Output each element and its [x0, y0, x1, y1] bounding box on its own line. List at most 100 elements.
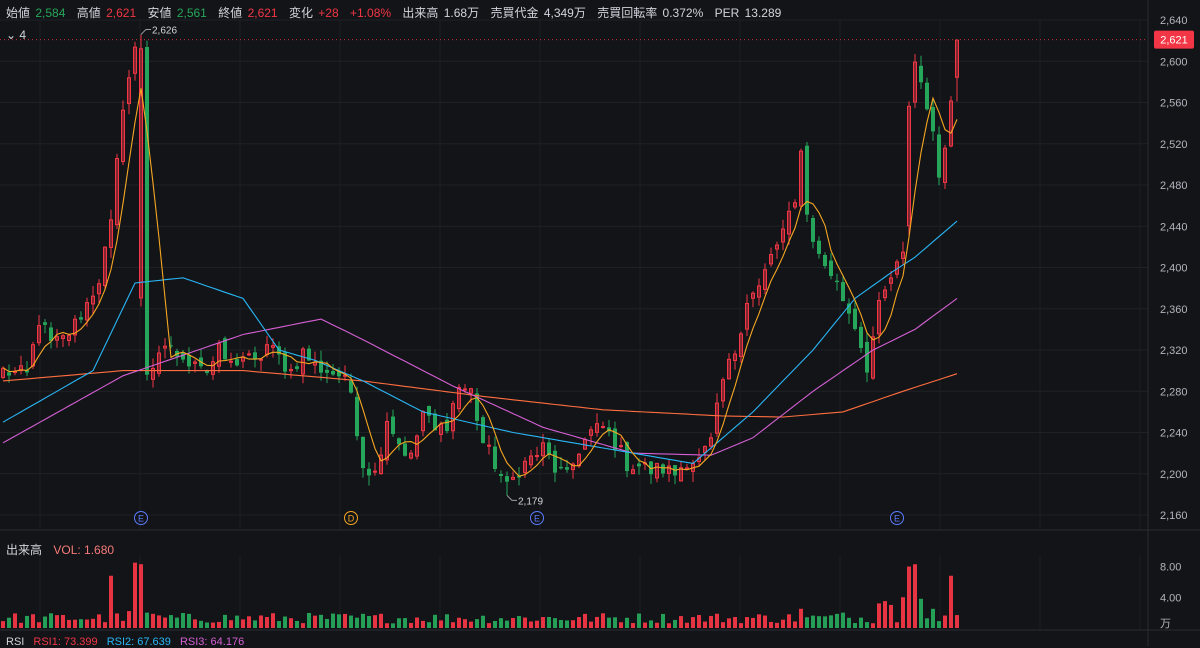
candle-body [553, 450, 557, 473]
candle-body [253, 352, 257, 360]
candle-body [589, 429, 593, 436]
volume-bar [271, 613, 275, 628]
candle-body [55, 336, 59, 341]
volume-bar [421, 620, 425, 628]
candle-body [361, 436, 365, 469]
volume-bar [877, 603, 881, 628]
volume-bar [823, 616, 827, 628]
ma75-line [2, 297, 958, 456]
volume-bar [451, 622, 455, 628]
candle-body [325, 369, 329, 373]
volume-bar [97, 614, 101, 628]
volume-bar [163, 617, 167, 628]
candle-body [349, 380, 353, 393]
volume-bar [841, 612, 845, 628]
turnover-value: 4,349万 [543, 6, 586, 20]
volume-bar [625, 617, 629, 628]
volume-bar [103, 622, 107, 628]
candle-body [865, 341, 869, 373]
volume-bar [733, 617, 737, 628]
volume-bar [193, 619, 197, 628]
candle-body [535, 454, 539, 457]
volume-bar [949, 575, 953, 628]
volume-bar [907, 566, 911, 628]
candle-body [457, 387, 461, 410]
candle-body [505, 476, 509, 482]
volume-bar [763, 615, 767, 628]
volume-bar [955, 615, 959, 628]
price-tick-label: 2,160 [1160, 510, 1188, 522]
volume-bar [283, 616, 287, 628]
volume-bar [445, 614, 449, 628]
candle-body [799, 150, 803, 207]
volume-bar [475, 619, 479, 628]
indicator-toggle[interactable]: ⌄ 4 [6, 28, 26, 42]
volume-bar [79, 619, 83, 628]
volume-bar [469, 621, 473, 628]
price-tick-label: 2,640 [1160, 15, 1188, 27]
candle-body [901, 251, 905, 259]
candle-body [217, 343, 221, 367]
candle-body [595, 423, 599, 433]
volume-unit-label: 万 [1160, 618, 1171, 630]
candle-body [721, 379, 725, 402]
volume-bar [379, 613, 383, 628]
candle-body [367, 468, 371, 476]
volume-bar [151, 613, 155, 628]
volume-bar [919, 598, 923, 628]
volume-bar [133, 562, 137, 628]
chevron-down-icon: ⌄ [6, 28, 17, 42]
high-marker-label: 2,626 [152, 25, 177, 36]
volume-bar [391, 623, 395, 628]
volume-bar [349, 615, 353, 628]
volume-bar [859, 617, 863, 628]
close-value: 2,621 [247, 6, 278, 20]
volume-bar [115, 613, 119, 628]
candle-body [919, 65, 923, 83]
event-marker [890, 511, 904, 525]
volume-bar [397, 618, 401, 628]
volume-bar [835, 613, 839, 628]
volume-bar [145, 612, 149, 628]
last-price-badge [1154, 30, 1194, 49]
candle-body [151, 367, 155, 380]
volume-bar [817, 616, 821, 628]
candle-body [913, 61, 917, 103]
volume-bar [811, 615, 815, 628]
volume-bar [595, 616, 599, 628]
volume-bar [337, 614, 341, 628]
candle-body [355, 396, 359, 437]
candle-body [475, 393, 479, 421]
candle-body [931, 107, 935, 132]
candle-body [781, 228, 785, 243]
price-tick-label: 2,560 [1160, 98, 1188, 110]
volume-bar [529, 621, 533, 628]
volume-bar [865, 622, 869, 628]
candle-body [769, 253, 773, 265]
candle-body [439, 423, 443, 435]
candle-body [463, 388, 467, 391]
volume-bar [727, 618, 731, 628]
volume-bar [61, 614, 65, 628]
price-tick-label: 2,320 [1160, 345, 1188, 357]
candle-body [565, 467, 569, 470]
volume-bar [175, 617, 179, 628]
change-percent: +1.08% [350, 6, 392, 20]
volume-value: 1.68万 [443, 6, 480, 20]
price-tick-label: 2,600 [1160, 56, 1188, 68]
candle-body [403, 443, 407, 456]
volume-bar [217, 621, 221, 628]
volume-bar [829, 615, 833, 628]
rsi-title: RSI [6, 636, 25, 648]
event-marker [344, 511, 358, 525]
high-value: 2,621 [106, 6, 137, 20]
candle-body [139, 48, 143, 299]
price-tick-label: 2,240 [1160, 428, 1188, 440]
volume-bar [487, 623, 491, 628]
candle-body [529, 455, 533, 466]
volume-bar [343, 613, 347, 628]
volume-bar [715, 613, 719, 628]
volume-bar [787, 614, 791, 628]
volume-bar [685, 622, 689, 628]
